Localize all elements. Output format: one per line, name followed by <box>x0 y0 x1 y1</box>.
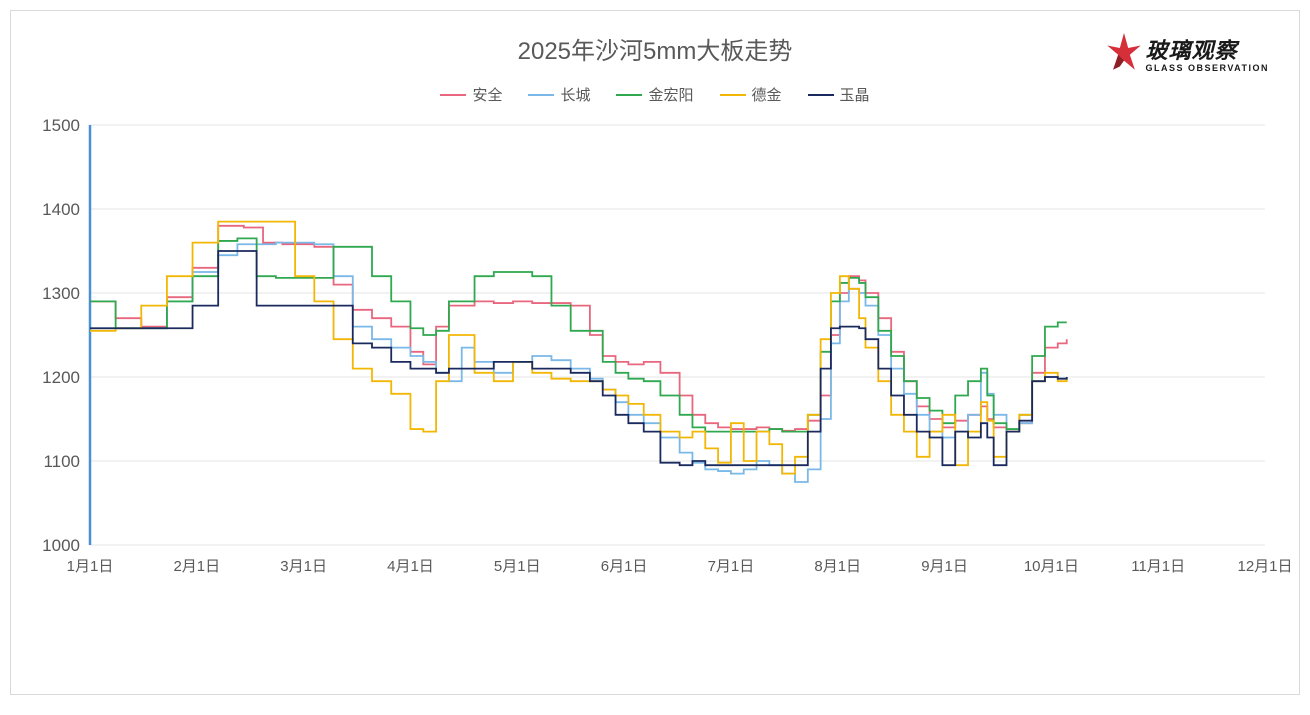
svg-text:4月1日: 4月1日 <box>387 558 434 575</box>
chart-card: 2025年沙河5mm大板走势 玻璃观察 GLASS OBSERVATION 安全… <box>10 10 1300 695</box>
legend-item-2[interactable]: 金宏阳 <box>616 84 693 105</box>
svg-text:8月1日: 8月1日 <box>814 558 861 575</box>
chart-legend: 安全 长城 金宏阳 德金 玉晶 <box>11 84 1299 105</box>
series-line-玉晶[interactable] <box>90 251 1067 465</box>
svg-text:6月1日: 6月1日 <box>601 558 648 575</box>
svg-text:1300: 1300 <box>42 284 80 303</box>
series-line-安全[interactable] <box>90 226 1067 432</box>
legend-item-0[interactable]: 安全 <box>440 84 502 105</box>
legend-item-4[interactable]: 玉晶 <box>808 84 870 105</box>
svg-text:2月1日: 2月1日 <box>173 558 220 575</box>
svg-text:12月1日: 12月1日 <box>1237 558 1292 575</box>
svg-text:1200: 1200 <box>42 368 80 387</box>
legend-item-1[interactable]: 长城 <box>528 84 590 105</box>
series-line-长城[interactable] <box>90 243 1067 482</box>
chart-header: 2025年沙河5mm大板走势 玻璃观察 GLASS OBSERVATION <box>11 11 1299 66</box>
svg-text:1100: 1100 <box>43 452 80 471</box>
svg-text:10月1日: 10月1日 <box>1024 558 1079 575</box>
svg-text:1500: 1500 <box>42 116 80 135</box>
series-line-金宏阳[interactable] <box>90 238 1067 431</box>
svg-text:1月1日: 1月1日 <box>67 558 114 575</box>
svg-text:1000: 1000 <box>42 536 80 555</box>
legend-item-3[interactable]: 德金 <box>720 84 782 105</box>
svg-text:3月1日: 3月1日 <box>280 558 327 575</box>
svg-text:11月1日: 11月1日 <box>1131 558 1185 575</box>
series-line-德金[interactable] <box>90 222 1067 474</box>
chart-svg: 1000 1100 1200 1300 1400 1500 1月1日 2月1日 3月1日 4月1日… <box>35 115 1275 585</box>
line-chart[interactable]: 1000 1100 1200 1300 1400 1500 1月1日 2月1日 3月1日 4月1日… <box>35 115 1275 585</box>
svg-text:1400: 1400 <box>42 200 80 219</box>
svg-text:5月1日: 5月1日 <box>494 558 541 575</box>
logo-text: 玻璃观察 GLASS OBSERVATION <box>1145 40 1269 73</box>
chart-title: 2025年沙河5mm大板走势 <box>518 31 793 66</box>
brand-logo: 玻璃观察 GLASS OBSERVATION <box>1107 33 1269 79</box>
svg-text:7月1日: 7月1日 <box>708 558 755 575</box>
svg-text:9月1日: 9月1日 <box>921 558 968 575</box>
logo-star-icon <box>1107 33 1141 79</box>
